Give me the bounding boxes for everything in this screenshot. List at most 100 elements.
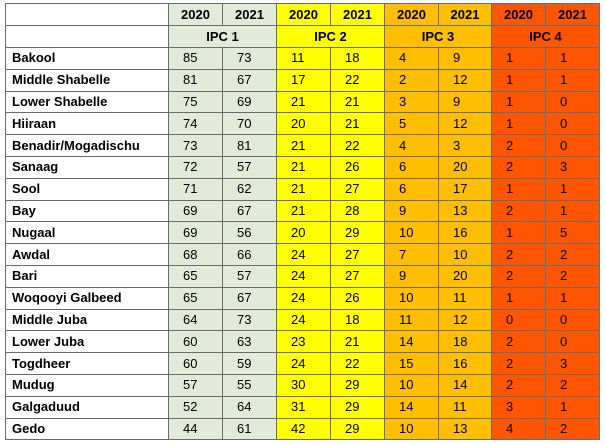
value-cell: 27 (330, 177, 385, 201)
data-row: Bari 65 57 24 27 9 20 2 2 (5, 264, 600, 288)
region-name: Awdal (5, 243, 169, 266)
data-row: Nugaal 69 56 20 29 10 16 1 5 (5, 221, 600, 245)
value-cell: 21 (330, 112, 385, 136)
value-cell: 28 (330, 199, 385, 223)
region-name: Lower Juba (5, 330, 169, 354)
value-cell: 74 (168, 112, 223, 136)
value-cell: 5 (545, 221, 600, 245)
value-cell: 21 (276, 134, 331, 157)
value-cell: 11 (384, 308, 439, 332)
value-cell: 0 (545, 330, 600, 354)
value-cell: 0 (545, 112, 600, 136)
value-cell: 26 (330, 286, 385, 310)
value-cell: 24 (276, 264, 331, 288)
year-header: 2021 (222, 3, 277, 26)
value-cell: 55 (222, 373, 277, 397)
value-cell: 1 (545, 177, 600, 201)
value-cell: 24 (276, 352, 331, 375)
data-row: Galgaduud 52 64 31 29 14 11 3 1 (5, 395, 600, 419)
value-cell: 10 (384, 417, 439, 441)
value-cell: 63 (222, 330, 277, 354)
data-row: Middle Shabelle 81 67 17 22 2 12 1 1 (5, 68, 600, 92)
value-cell: 11 (438, 395, 492, 419)
value-cell: 31 (276, 395, 331, 419)
region-name: Woqooyi Galbeed (5, 286, 169, 310)
group-header: IPC 3 (384, 25, 492, 48)
year-header: 2021 (545, 3, 600, 26)
value-cell: 67 (222, 68, 277, 92)
value-cell: 22 (330, 352, 385, 375)
year-header-row: 2020 2021 2020 2021 2020 2021 2020 2021 (5, 3, 600, 26)
value-cell: 14 (438, 373, 492, 397)
group-header: IPC 4 (491, 25, 600, 48)
value-cell: 20 (438, 155, 492, 179)
table-body: 2020 2021 2020 2021 2020 2021 2020 2021 IPC 1 IPC… (5, 3, 600, 441)
group-header-row: IPC 1 IPC 2 IPC 3 IPC 4 (5, 25, 600, 48)
value-cell: 1 (491, 90, 546, 114)
value-cell: 73 (222, 308, 277, 332)
value-cell: 10 (438, 243, 492, 266)
region-name: Hiiraan (5, 112, 169, 136)
value-cell: 1 (545, 199, 600, 223)
value-cell: 20 (276, 221, 331, 245)
value-cell: 75 (168, 90, 223, 114)
value-cell: 67 (222, 199, 277, 223)
value-cell: 59 (222, 352, 277, 375)
region-name: Benadir/Mogadischu (5, 134, 169, 157)
region-name: Bay (5, 199, 169, 223)
value-cell: 44 (168, 417, 223, 441)
value-cell: 15 (384, 352, 439, 375)
data-row: Togdheer 60 59 24 22 15 16 2 3 (5, 352, 600, 375)
blank-cell (5, 25, 169, 48)
data-row: Lower Juba 60 63 23 21 14 18 2 0 (5, 330, 600, 354)
data-row: Lower Shabelle 75 69 21 21 3 9 1 0 (5, 90, 600, 114)
data-row: Woqooyi Galbeed 65 67 24 26 10 11 1 1 (5, 286, 600, 310)
region-name: Nugaal (5, 221, 169, 245)
value-cell: 69 (168, 199, 223, 223)
year-header: 2021 (438, 3, 492, 26)
value-cell: 4 (491, 417, 546, 441)
value-cell: 1 (491, 112, 546, 136)
value-cell: 69 (222, 90, 277, 114)
value-cell: 12 (438, 112, 492, 136)
value-cell: 69 (168, 221, 223, 245)
value-cell: 57 (222, 155, 277, 179)
group-header: IPC 1 (168, 25, 277, 48)
value-cell: 27 (330, 243, 385, 266)
region-name: Sanaag (5, 155, 169, 179)
value-cell: 18 (330, 308, 385, 332)
value-cell: 1 (545, 286, 600, 310)
value-cell: 2 (491, 199, 546, 223)
value-cell: 24 (276, 243, 331, 266)
value-cell: 2 (491, 243, 546, 266)
value-cell: 9 (384, 199, 439, 223)
value-cell: 29 (330, 417, 385, 441)
value-cell: 21 (276, 155, 331, 179)
value-cell: 1 (545, 68, 600, 92)
value-cell: 65 (168, 286, 223, 310)
value-cell: 2 (491, 330, 546, 354)
value-cell: 9 (438, 47, 492, 70)
data-row: Benadir/Mogadischu 73 81 21 22 4 3 2 0 (5, 134, 600, 157)
value-cell: 1 (491, 177, 546, 201)
year-header: 2020 (491, 3, 546, 26)
value-cell: 24 (276, 308, 331, 332)
value-cell: 18 (330, 47, 385, 70)
region-name: Galgaduud (5, 395, 169, 419)
value-cell: 65 (168, 264, 223, 288)
value-cell: 21 (276, 90, 331, 114)
data-row: Bay 69 67 21 28 9 13 2 1 (5, 199, 600, 223)
value-cell: 72 (168, 155, 223, 179)
value-cell: 2 (545, 417, 600, 441)
value-cell: 57 (222, 264, 277, 288)
value-cell: 67 (222, 286, 277, 310)
value-cell: 1 (491, 286, 546, 310)
value-cell: 64 (168, 308, 223, 332)
value-cell: 10 (384, 286, 439, 310)
value-cell: 29 (330, 221, 385, 245)
value-cell: 29 (330, 395, 385, 419)
value-cell: 30 (276, 373, 331, 397)
value-cell: 1 (545, 395, 600, 419)
data-row: Sool 71 62 21 27 6 17 1 1 (5, 177, 600, 201)
